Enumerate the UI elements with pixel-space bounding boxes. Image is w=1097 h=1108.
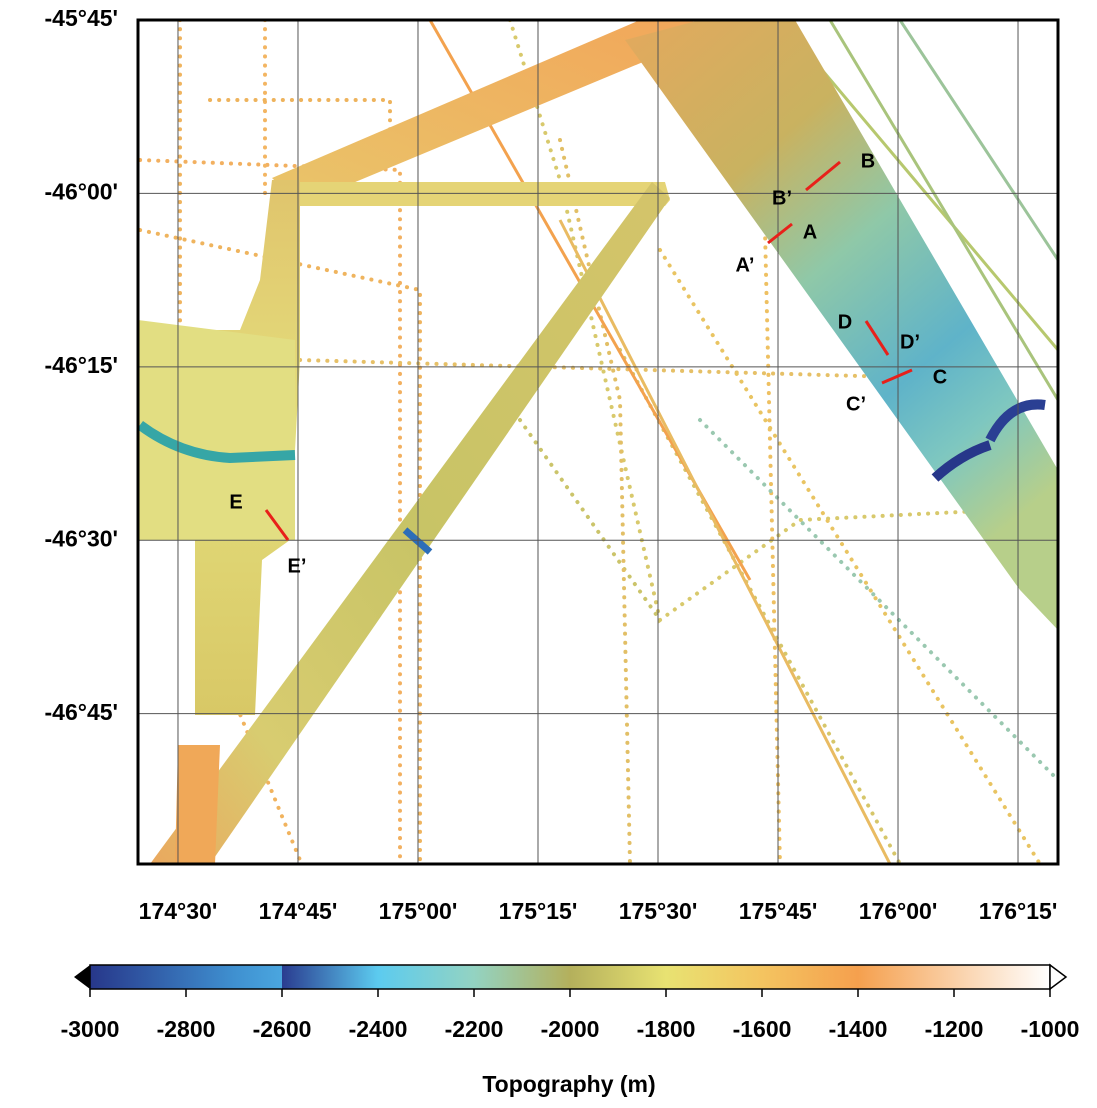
colorbar-tick-label: -1000 xyxy=(1021,1016,1080,1042)
swath xyxy=(272,20,715,205)
profile-label: C’ xyxy=(846,393,866,415)
profile-label: C xyxy=(933,366,947,388)
profile-label: E xyxy=(229,491,242,513)
colorbar-label: Topography (m) xyxy=(482,1071,655,1097)
colorbar-tick-label: -2000 xyxy=(541,1016,600,1042)
colorbar: Topography (m) -3000 -2800 -2600 -2400 -2200… xyxy=(61,963,1080,1097)
lat-tick-label: -46°45' xyxy=(45,699,119,725)
colorbar-tick-label: -2400 xyxy=(349,1016,408,1042)
profile-line xyxy=(864,320,890,356)
profile-label: B xyxy=(861,150,875,172)
colorbar-ramp xyxy=(89,964,1051,990)
lon-tick-label: 176°15' xyxy=(979,898,1058,924)
colorbar-tick-label: -2600 xyxy=(253,1016,312,1042)
profile-line xyxy=(264,509,290,541)
swath xyxy=(175,745,220,864)
lon-tick-label: 175°15' xyxy=(499,898,578,924)
swath xyxy=(138,320,295,540)
profile-line xyxy=(805,160,841,192)
swath xyxy=(280,182,670,206)
colorbar-tick-label: -1400 xyxy=(829,1016,888,1042)
lon-tick-label: 175°45' xyxy=(739,898,818,924)
profile-label: B’ xyxy=(772,187,792,209)
colorbar-tick-label: -1200 xyxy=(925,1016,984,1042)
lat-tick-label: -46°15' xyxy=(45,352,119,378)
trench xyxy=(985,399,1046,443)
graticule xyxy=(138,19,1058,864)
profile-line xyxy=(767,222,793,245)
profile-label: A’ xyxy=(736,254,755,276)
swath xyxy=(150,182,670,864)
colorbar-tick-label: -1800 xyxy=(637,1016,696,1042)
colorbar-tick-label: -2200 xyxy=(445,1016,504,1042)
lat-tick-label: -46°30' xyxy=(45,525,119,551)
colorbar-over xyxy=(1049,963,1068,991)
trench xyxy=(138,420,296,464)
lon-tick-label: 174°45' xyxy=(259,898,338,924)
lon-tick-label: 174°30' xyxy=(139,898,218,924)
profile-label: A xyxy=(803,221,817,243)
profile-label: E’ xyxy=(288,555,307,577)
lon-tick-label: 175°00' xyxy=(379,898,458,924)
lat-tick-label: -45°45' xyxy=(45,5,119,31)
map-frame xyxy=(136,18,1060,866)
profile-label: D xyxy=(838,311,852,333)
colorbar-under xyxy=(74,965,90,989)
colorbar-tick-label: -3000 xyxy=(61,1016,120,1042)
profile-line xyxy=(881,368,913,385)
profile-lines xyxy=(264,160,913,541)
swath xyxy=(625,20,1058,630)
lon-tick-label: 176°00' xyxy=(859,898,938,924)
trench xyxy=(931,440,992,482)
profile-labels: A A’ B B’ C C’ D D’ E E’ xyxy=(229,150,947,577)
profile-label: D’ xyxy=(900,331,920,353)
lat-tick-label: -46°00' xyxy=(45,178,119,204)
lon-tick-label: 175°30' xyxy=(619,898,698,924)
colorbar-tick-label: -1600 xyxy=(733,1016,792,1042)
colorbar-tick-label: -2800 xyxy=(157,1016,216,1042)
bathymetry xyxy=(138,20,1058,864)
